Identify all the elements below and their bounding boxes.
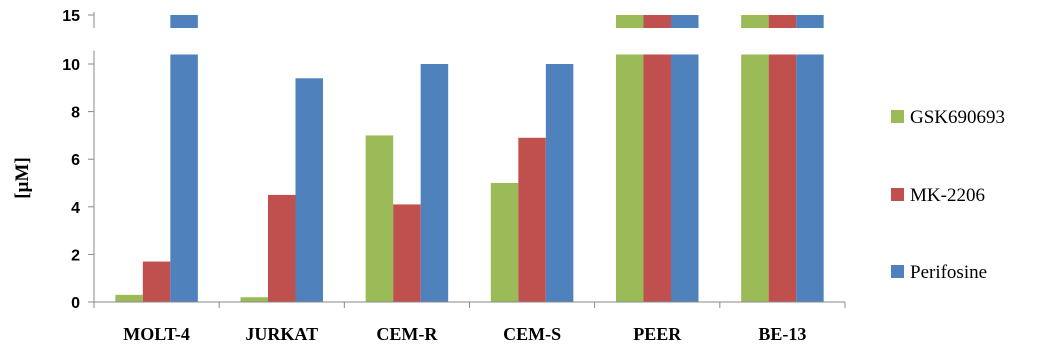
- bar-gsk690693-cem-r: [365, 135, 394, 302]
- bar-gsk690693-jurkat: [240, 297, 268, 302]
- y-axis-title: [µM]: [12, 157, 33, 199]
- bar-top-gsk690693-be-13: [741, 15, 769, 28]
- bar-perifosine-cem-s: [545, 64, 574, 302]
- bar-gsk690693-molt-4: [115, 294, 143, 302]
- legend-swatch-gsk690693: [891, 110, 904, 123]
- x-tick-label: MOLT-4: [123, 324, 190, 344]
- x-tick-label: CEM-S: [503, 324, 561, 344]
- bar-top-perifosine-molt-4: [170, 15, 198, 28]
- legend-swatch-mk-2206: [891, 188, 904, 201]
- bar-top-perifosine-peer: [671, 15, 699, 28]
- bar-mk-2206-molt-4: [142, 261, 171, 302]
- bar-gsk690693-peer: [616, 54, 644, 303]
- axes: MOLT-4 JURKAT CEM-R CEM-S PEER BE-13 0 2 4 6 8 10 15: [62, 8, 846, 344]
- x-tick-label: JURKAT: [245, 324, 318, 344]
- bar-mk-2206-cem-r: [393, 204, 421, 302]
- y-tick-label: 2: [71, 247, 80, 264]
- bar-perifosine-peer: [671, 54, 699, 303]
- x-tick-label: CEM-R: [376, 324, 438, 344]
- legend: GSK690693 MK-2206 Perifosine: [891, 107, 1005, 283]
- bar-top-perifosine-be-13: [796, 15, 824, 28]
- bar-gsk690693-cem-s: [490, 183, 519, 302]
- y-tick-label: 15: [62, 8, 80, 25]
- bar-top-mk-2206-peer: [643, 15, 671, 28]
- bar-perifosine-molt-4: [170, 54, 198, 303]
- legend-label-gsk690693: GSK690693: [910, 107, 1005, 128]
- bar-top-mk-2206-be-13: [768, 15, 797, 28]
- x-tick-label: BE-13: [758, 324, 806, 344]
- bar-top-gsk690693-peer: [616, 15, 644, 28]
- y-tick-label: 10: [62, 57, 80, 74]
- bar-mk-2206-peer: [643, 54, 671, 303]
- plot-area: [115, 15, 824, 303]
- bar-mk-2206-be-13: [768, 54, 797, 303]
- x-tick-label: PEER: [633, 324, 682, 344]
- legend-label-perifosine: Perifosine: [910, 262, 987, 283]
- legend-label-mk-2206: MK-2206: [910, 185, 985, 206]
- bar-perifosine-jurkat: [295, 78, 323, 302]
- bar-gsk690693-be-13: [741, 54, 769, 303]
- y-tick-label: 8: [71, 105, 80, 122]
- bar-mk-2206-cem-s: [518, 137, 546, 302]
- legend-swatch-perifosine: [891, 265, 904, 278]
- bar-perifosine-cem-r: [420, 64, 449, 302]
- y-tick-label: 6: [71, 152, 80, 169]
- bar-perifosine-be-13: [796, 54, 824, 303]
- y-tick-label: 0: [71, 295, 80, 312]
- bar-mk-2206-jurkat: [268, 194, 296, 302]
- y-tick-label: 4: [71, 200, 80, 217]
